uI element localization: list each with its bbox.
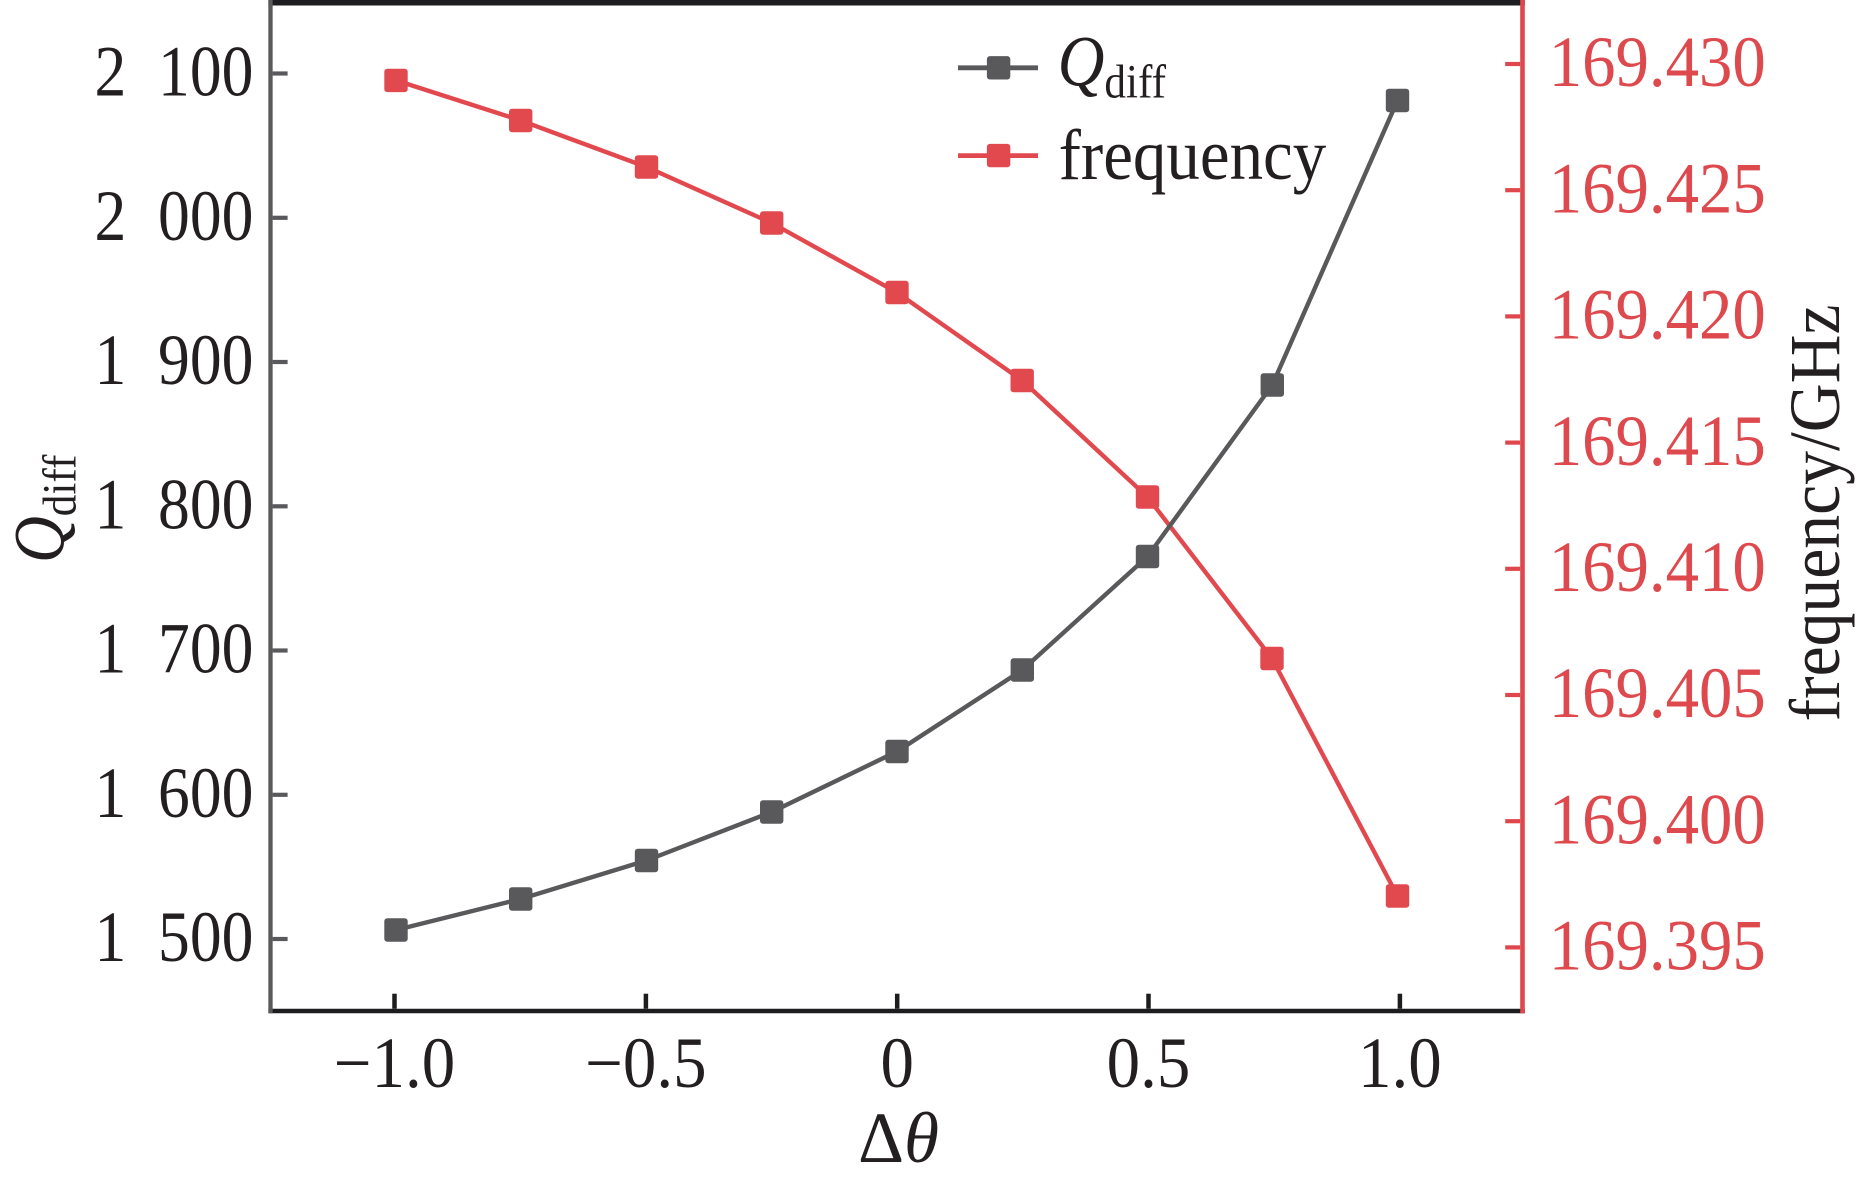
svg-text:1.0: 1.0 <box>1358 1024 1442 1104</box>
svg-text:2 000: 2 000 <box>94 175 253 256</box>
svg-text:frequency/GHz: frequency/GHz <box>1776 304 1855 721</box>
svg-text:1 900: 1 900 <box>94 320 253 401</box>
svg-text:−1.0: −1.0 <box>334 1024 455 1104</box>
svg-text:−0.5: −0.5 <box>585 1024 706 1104</box>
svg-text:frequency: frequency <box>1059 116 1327 196</box>
svg-text:169.420: 169.420 <box>1549 275 1766 355</box>
svg-text:Qdiff: Qdiff <box>1058 21 1167 108</box>
svg-text:169.415: 169.415 <box>1549 402 1766 482</box>
svg-text:1 700: 1 700 <box>94 608 253 689</box>
svg-text:169.410: 169.410 <box>1549 528 1766 608</box>
svg-text:169.405: 169.405 <box>1549 654 1766 734</box>
svg-text:Δθ: Δθ <box>858 1099 939 1178</box>
svg-text:2 100: 2 100 <box>94 31 253 112</box>
svg-text:169.395: 169.395 <box>1549 906 1766 986</box>
svg-text:1 800: 1 800 <box>94 464 253 545</box>
svg-text:169.430: 169.430 <box>1549 23 1766 103</box>
svg-text:Qdiff: Qdiff <box>0 454 86 563</box>
svg-text:1 500: 1 500 <box>94 897 253 978</box>
svg-text:0.5: 0.5 <box>1107 1024 1191 1104</box>
svg-text:1 600: 1 600 <box>94 752 253 833</box>
svg-text:169.400: 169.400 <box>1549 780 1766 860</box>
svg-text:0: 0 <box>880 1024 913 1104</box>
svg-text:169.425: 169.425 <box>1549 149 1766 229</box>
